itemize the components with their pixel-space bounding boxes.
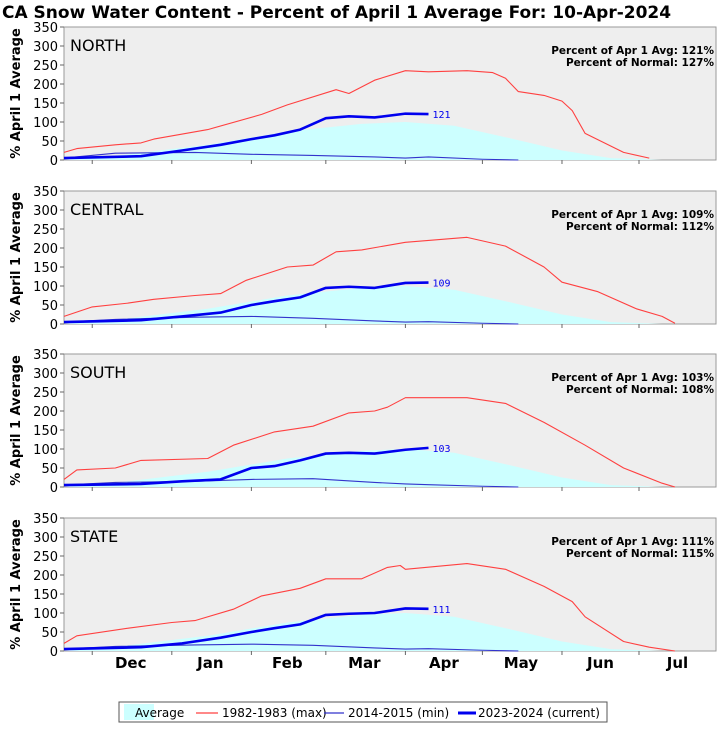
stats-line: Percent of Normal: 115%	[566, 548, 715, 560]
y-tick-label: 0	[50, 645, 58, 660]
y-tick-label: 250	[33, 550, 58, 565]
current-value-label: 121	[433, 110, 451, 121]
min-line	[63, 151, 519, 161]
y-tick-label: 0	[50, 481, 58, 496]
y-tick-label: 350	[33, 21, 58, 36]
stats-line: Percent of Normal: 112%	[566, 221, 715, 233]
y-tick-label: 200	[33, 405, 58, 420]
y-tick-label: 200	[33, 242, 58, 257]
panel-north: 0 50 100 150 200 250 300 350 % April 1 Average 12…	[9, 21, 717, 169]
legend-average-swatch	[124, 704, 154, 720]
y-tick-label: 150	[33, 261, 58, 276]
max-line	[63, 236, 676, 324]
max-line	[63, 397, 676, 488]
month-label: Mar	[348, 654, 381, 672]
month-label: Jun	[586, 654, 614, 672]
stats-line: Percent of Apr 1 Avg: 103%	[551, 372, 714, 384]
y-axis-label: % April 1 Average	[9, 192, 24, 323]
legend-max-label: 1982-1983 (max)	[222, 706, 327, 720]
stats-line: Percent of Apr 1 Avg: 121%	[551, 45, 714, 57]
month-label: Dec	[115, 654, 147, 672]
y-tick-label: 300	[33, 531, 58, 546]
month-label: Jul	[666, 654, 688, 672]
y-tick-label: 50	[41, 299, 58, 314]
current-line	[63, 446, 429, 487]
y-tick-label: 50	[41, 626, 58, 641]
y-tick-label: 50	[41, 462, 58, 477]
y-tick-label: 200	[33, 78, 58, 93]
y-tick-label: 250	[33, 223, 58, 238]
max-line	[63, 70, 650, 159]
region-label: CENTRAL	[70, 200, 143, 219]
current-value-label: 103	[433, 444, 451, 455]
panel-central: 0 50 100 150 200 250 300 350 % April 1 Average 10…	[9, 185, 717, 333]
panels: 0 50 100 150 200 250 300 350 % April 1 Average 12…	[9, 21, 717, 660]
y-tick-label: 300	[33, 367, 58, 382]
average-area	[64, 613, 663, 651]
y-tick-label: 150	[33, 588, 58, 603]
legend-current-label: 2023-2024 (current)	[478, 706, 600, 720]
region-label: STATE	[70, 527, 118, 546]
stats-line: Percent of Apr 1 Avg: 109%	[551, 209, 714, 221]
month-label: May	[504, 654, 539, 672]
y-tick-label: 150	[33, 97, 58, 112]
chart-title: CA Snow Water Content - Percent of April…	[2, 3, 671, 23]
y-tick-label: 350	[33, 512, 58, 527]
current-value-label: 109	[433, 279, 451, 290]
month-label: Feb	[272, 654, 303, 672]
current-line	[63, 281, 429, 324]
y-tick-label: 300	[33, 40, 58, 55]
x-axis: Dec Jan Feb Mar Apr May Jun Jul	[115, 654, 688, 672]
month-label: Jan	[196, 654, 223, 672]
current-line	[63, 112, 429, 160]
legend-min-label: 2014-2015 (min)	[348, 706, 449, 720]
y-tick-label: 300	[33, 204, 58, 219]
average-area	[64, 449, 663, 487]
legend-average-label: Average	[135, 706, 184, 720]
y-tick-label: 350	[33, 348, 58, 363]
stats-line: Percent of Apr 1 Avg: 111%	[551, 536, 714, 548]
month-label: Apr	[429, 654, 459, 672]
y-axis-label: % April 1 Average	[9, 355, 24, 486]
region-label: SOUTH	[70, 363, 126, 382]
stats-line: Percent of Normal: 108%	[566, 384, 715, 396]
y-tick-label: 100	[33, 280, 58, 295]
y-tick-label: 150	[33, 424, 58, 439]
y-tick-label: 250	[33, 386, 58, 401]
legend-box	[118, 701, 608, 723]
y-tick-label: 250	[33, 59, 58, 74]
y-tick-label: 0	[50, 154, 58, 169]
current-value-label: 111	[433, 605, 451, 616]
legend: Average 1982-1983 (max) 2014-2015 (min) …	[118, 701, 608, 723]
max-line	[63, 563, 676, 652]
panel-state: 0 50 100 150 200 250 300 350 % April 1 Average 11…	[9, 512, 717, 660]
panel-south: 0 50 100 150 200 250 300 350 % April 1 Average 10…	[9, 348, 717, 496]
region-label: NORTH	[70, 36, 126, 55]
y-tick-label: 100	[33, 443, 58, 458]
y-tick-label: 350	[33, 185, 58, 200]
y-tick-label: 200	[33, 569, 58, 584]
y-tick-label: 0	[50, 318, 58, 333]
stats-line: Percent of Normal: 127%	[566, 57, 715, 69]
y-axis-label: % April 1 Average	[9, 519, 24, 650]
y-tick-label: 100	[33, 607, 58, 622]
y-tick-label: 50	[41, 135, 58, 150]
average-area	[64, 122, 663, 160]
current-line	[63, 607, 429, 651]
y-tick-label: 100	[33, 116, 58, 131]
y-axis-label: % April 1 Average	[9, 28, 24, 159]
